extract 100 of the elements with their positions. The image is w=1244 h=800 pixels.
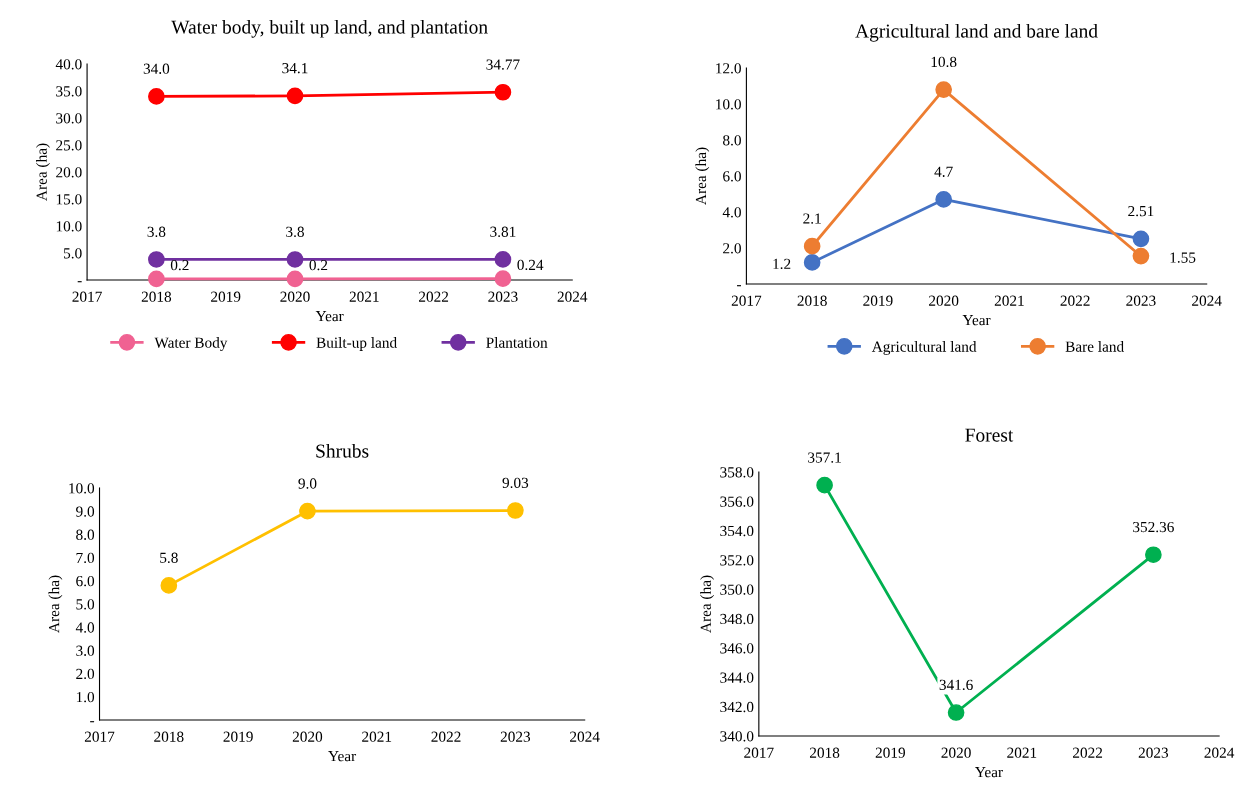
legend-label: Bare land <box>1065 341 1124 352</box>
x-tick-label: 2021 <box>994 295 1024 306</box>
x-axis-title: Year <box>328 751 357 762</box>
y-tick-label: 4.0 <box>722 207 741 218</box>
data-label: 0.2 <box>309 259 328 271</box>
data-label: 3.81 <box>490 226 516 237</box>
data-label: 34.77 <box>486 59 520 70</box>
y-tick-label: 350.0 <box>720 584 754 595</box>
data-label: 2.51 <box>1128 206 1154 217</box>
data-label: 5.8 <box>160 552 178 563</box>
point <box>935 81 952 98</box>
x-tick-label: 2020 <box>292 731 323 742</box>
y-tick-label: 15.0 <box>56 194 82 205</box>
x-tick-label: 2017 <box>744 747 774 758</box>
y-tick-label: 5.0 <box>76 599 95 610</box>
x-tick-label: 2023 <box>1138 747 1169 758</box>
y-tick-label: 2.0 <box>723 243 741 254</box>
y-tick-label: 344.0 <box>720 672 754 683</box>
data-label: 352.36 <box>1133 521 1174 533</box>
point <box>286 87 304 105</box>
data-label: 3.8 <box>286 226 304 237</box>
point <box>947 704 965 721</box>
y-tick-label: 10.0 <box>69 483 95 494</box>
point <box>286 270 304 288</box>
y-tick-label: 9.0 <box>76 506 95 517</box>
data-label: 3.8 <box>147 226 166 237</box>
legend-label: Water Body <box>154 337 228 351</box>
y-tick-label: 20.0 <box>56 167 82 178</box>
x-axis-title: Year <box>315 311 344 322</box>
y-tick-label: 348.0 <box>720 613 754 625</box>
x-tick-label: 2021 <box>362 731 392 742</box>
y-tick-label: 12.0 <box>716 63 741 74</box>
x-tick-label: 2017 <box>72 291 102 302</box>
data-label: 10.8 <box>931 56 957 68</box>
point <box>160 577 178 594</box>
point <box>1145 546 1162 564</box>
x-tick-label: 2022 <box>1060 295 1090 306</box>
data-label: 9.0 <box>298 478 317 489</box>
y-axis-title: Area (ha) <box>700 575 715 633</box>
data-label: 34.1 <box>282 63 308 74</box>
point <box>494 270 512 288</box>
y-tick-label: 30.0 <box>56 113 82 124</box>
point <box>507 502 524 519</box>
x-tick-label: 2018 <box>141 291 172 302</box>
legend-label: Agricultural land <box>871 341 977 355</box>
y-tick-label: 354.0 <box>720 525 754 537</box>
x-tick-label: 2023 <box>1126 295 1156 306</box>
y-tick-label: 2.0 <box>76 668 95 680</box>
x-tick-label: 2024 <box>570 731 600 742</box>
x-tick-label: 2020 <box>941 747 971 758</box>
x-tick-label: 2023 <box>500 731 531 742</box>
x-tick-label: 2022 <box>431 731 461 742</box>
x-tick-label: 2017 <box>84 731 115 742</box>
y-tick-label: 6.0 <box>723 171 741 182</box>
y-tick-label: 1.0 <box>76 691 95 703</box>
y-tick-label: 6.0 <box>76 575 95 587</box>
point <box>803 254 821 271</box>
x-tick-label: 2020 <box>929 295 959 306</box>
x-tick-label: 2019 <box>875 747 905 758</box>
y-axis-title: Area (ha) <box>48 575 63 633</box>
legend-label: Built-up land <box>316 337 397 351</box>
y-tick-label: 10.0 <box>716 99 741 110</box>
y-tick-label: 8.0 <box>723 135 741 146</box>
data-label: 4.7 <box>934 166 953 177</box>
y-tick-label: 346.0 <box>720 643 754 654</box>
y-tick-label: - <box>77 281 82 283</box>
data-label: 0.24 <box>517 259 544 271</box>
x-tick-label: 2021 <box>349 291 379 302</box>
y-axis-title: Area (ha) <box>695 147 710 205</box>
x-tick-label: 2024 <box>1192 295 1222 306</box>
y-axis-title: Area (ha) <box>36 143 50 201</box>
y-tick-label: 4.0 <box>75 622 95 633</box>
x-axis-title: Year <box>975 767 1003 778</box>
point <box>1132 230 1150 248</box>
legend-label: Plantation <box>486 337 548 348</box>
point <box>148 88 165 105</box>
x-tick-label: 2023 <box>488 291 518 302</box>
x-tick-label: 2019 <box>863 295 893 306</box>
y-tick-label: 7.0 <box>76 552 95 564</box>
y-tick-label: 8.0 <box>76 529 95 540</box>
x-tick-label: 2019 <box>223 731 253 742</box>
point <box>148 270 165 288</box>
chart-title: Shrubs <box>316 443 369 458</box>
data-label: 2.1 <box>803 213 821 224</box>
point <box>286 251 304 268</box>
point <box>494 83 512 101</box>
y-tick-label: - <box>90 721 95 723</box>
x-tick-label: 2020 <box>280 291 310 302</box>
x-axis-title: Year <box>962 315 991 326</box>
x-tick-label: 2022 <box>1073 747 1103 758</box>
chart-title: Agricultural land and bare land <box>855 23 1098 42</box>
point <box>299 502 316 520</box>
y-tick-label: - <box>737 285 741 287</box>
y-tick-label: 352.0 <box>720 555 754 566</box>
x-tick-label: 2019 <box>211 291 241 302</box>
x-tick-label: 2017 <box>731 295 762 306</box>
x-tick-label: 2022 <box>419 291 449 302</box>
y-tick-label: 25.0 <box>56 140 82 151</box>
y-tick-label: 5.0 <box>64 248 82 259</box>
y-tick-label: 358.0 <box>720 467 754 478</box>
